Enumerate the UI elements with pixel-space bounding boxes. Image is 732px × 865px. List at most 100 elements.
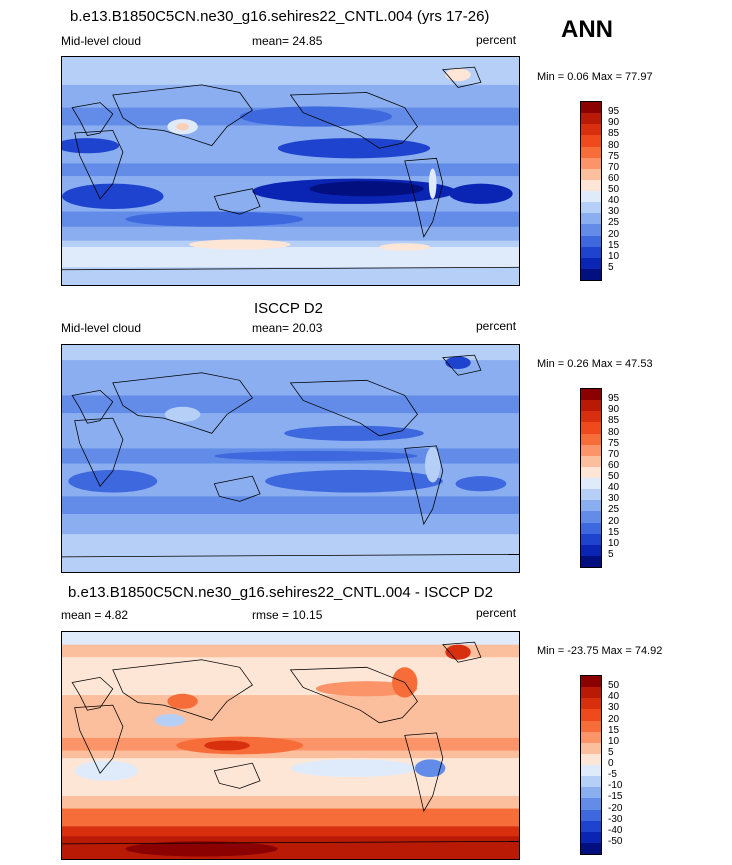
colorbar-tick-label: 15 <box>608 239 620 251</box>
colorbar-tick-label: 15 <box>608 526 620 538</box>
panel2-colorbar <box>580 388 602 568</box>
colorbar-tick-label: 80 <box>608 139 620 151</box>
colorbar-swatch <box>581 146 601 158</box>
panel1-map <box>61 56 520 286</box>
colorbar-tick-label: 15 <box>608 724 620 736</box>
colorbar-tick-label: 90 <box>608 117 620 129</box>
colorbar-tick-label: 95 <box>608 393 620 405</box>
colorbar-tick-label: 60 <box>608 172 620 184</box>
colorbar-tick-label: 5 <box>608 548 614 560</box>
colorbar-swatch <box>581 478 601 490</box>
colorbar-swatch <box>581 102 601 114</box>
panel3-colorbar-labels: 50 40 30 20 15 10 5 0 -5 -10 -15 -20 -30 -40 -50 <box>608 675 648 853</box>
colorbar-swatch <box>581 168 601 180</box>
colorbar-swatch <box>581 191 601 203</box>
colorbar-swatch <box>581 113 601 125</box>
colorbar-swatch <box>581 809 601 821</box>
colorbar-tick-label: 10 <box>608 250 620 262</box>
panel3-center-label: rmse = 10.15 <box>252 608 323 622</box>
panel2-colorbar-labels: 95 90 85 80 75 70 60 50 40 30 25 20 15 10 5 <box>608 388 648 566</box>
colorbar-tick-label: 40 <box>608 482 620 494</box>
colorbar-swatch <box>581 753 601 765</box>
colorbar-tick-label: 85 <box>608 415 620 427</box>
colorbar-swatch <box>581 135 601 147</box>
colorbar-tick-label: 50 <box>608 680 620 692</box>
colorbar-swatch <box>581 400 601 412</box>
colorbar-tick-label: 70 <box>608 448 620 460</box>
colorbar-swatch <box>581 235 601 247</box>
panel1-left-label: Mid-level cloud <box>61 34 142 48</box>
panel2-right-label: percent <box>476 319 517 333</box>
colorbar-swatch <box>581 533 601 545</box>
colorbar-swatch <box>581 466 601 478</box>
colorbar-swatch <box>581 511 601 523</box>
panel1-title: b.e13.B1850C5CN.ne30_g16.sehires22_CNTL.… <box>70 8 490 25</box>
panel2-left-label: Mid-level cloud <box>61 321 142 335</box>
colorbar-tick-label: 10 <box>608 735 620 747</box>
colorbar-tick-label: 50 <box>608 471 620 482</box>
colorbar-swatch <box>581 676 601 688</box>
colorbar-swatch <box>581 455 601 467</box>
colorbar-tick-label: 30 <box>608 702 620 714</box>
colorbar-swatch <box>581 820 601 832</box>
colorbar-swatch <box>581 842 601 854</box>
colorbar-swatch <box>581 257 601 269</box>
colorbar-tick-label: -15 <box>608 791 623 803</box>
colorbar-swatch <box>581 444 601 456</box>
colorbar-tick-label: 20 <box>608 515 620 527</box>
colorbar-swatch <box>581 709 601 721</box>
panel1-right-label: percent <box>476 33 517 47</box>
colorbar-swatch <box>581 698 601 710</box>
colorbar-tick-label: 25 <box>608 217 620 229</box>
colorbar-swatch <box>581 202 601 214</box>
colorbar-swatch <box>581 544 601 556</box>
panel1-minmax: Min = 0.06 Max = 77.97 <box>537 71 653 83</box>
colorbar-swatch <box>581 179 601 191</box>
colorbar-tick-label: 5 <box>608 746 614 758</box>
colorbar-swatch <box>581 765 601 777</box>
colorbar-tick-label: 50 <box>608 184 620 195</box>
panel1-colorbar-labels: 95 90 85 80 75 70 60 50 40 30 25 20 15 10 5 <box>608 101 648 279</box>
colorbar-tick-label: 5 <box>608 261 614 273</box>
colorbar-swatch <box>581 213 601 225</box>
colorbar-swatch <box>581 500 601 512</box>
panel1-colorbar <box>580 101 602 281</box>
colorbar-swatch <box>581 124 601 136</box>
colorbar-swatch <box>581 224 601 236</box>
colorbar-tick-label: -50 <box>608 835 623 847</box>
panel3-title: b.e13.B1850C5CN.ne30_g16.sehires22_CNTL.… <box>68 584 493 601</box>
colorbar-tick-label: -5 <box>608 769 617 781</box>
colorbar-tick-label: 10 <box>608 537 620 549</box>
panel3-left-label: mean = 4.82 <box>61 608 129 622</box>
colorbar-tick-label: 20 <box>608 228 620 240</box>
colorbar-swatch <box>581 776 601 788</box>
colorbar-tick-label: 0 <box>608 758 614 769</box>
colorbar-tick-label: -30 <box>608 813 623 825</box>
colorbar-tick-label: 30 <box>608 493 620 505</box>
colorbar-tick-label: 75 <box>608 437 620 449</box>
colorbar-tick-label: 85 <box>608 128 620 140</box>
colorbar-tick-label: 25 <box>608 504 620 516</box>
colorbar-tick-label: 20 <box>608 713 620 725</box>
colorbar-swatch <box>581 555 601 567</box>
colorbar-swatch <box>581 389 601 401</box>
colorbar-tick-label: 80 <box>608 426 620 438</box>
colorbar-tick-label: 90 <box>608 404 620 416</box>
panel3-map <box>61 631 520 860</box>
colorbar-tick-label: 95 <box>608 106 620 118</box>
colorbar-tick-label: 75 <box>608 150 620 162</box>
colorbar-swatch <box>581 522 601 534</box>
colorbar-tick-label: 30 <box>608 206 620 218</box>
colorbar-swatch <box>581 831 601 843</box>
panel2-title: ISCCP D2 <box>254 300 323 317</box>
panel3-right-label: percent <box>476 606 517 620</box>
colorbar-tick-label: -20 <box>608 802 623 814</box>
colorbar-swatch <box>581 720 601 732</box>
colorbar-swatch <box>581 246 601 258</box>
colorbar-swatch <box>581 731 601 743</box>
colorbar-swatch <box>581 157 601 169</box>
colorbar-swatch <box>581 687 601 699</box>
colorbar-swatch <box>581 422 601 434</box>
colorbar-swatch <box>581 433 601 445</box>
colorbar-tick-label: -10 <box>608 780 623 792</box>
